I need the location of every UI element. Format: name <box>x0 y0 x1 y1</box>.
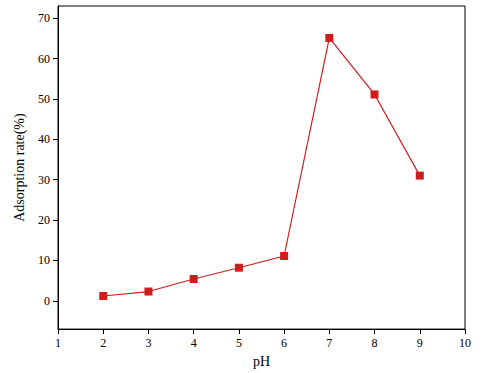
svg-text:10: 10 <box>459 336 471 350</box>
svg-text:70: 70 <box>38 11 50 25</box>
svg-text:Adsorption rate(%): Adsorption rate(%) <box>12 113 28 222</box>
svg-text:10: 10 <box>38 253 50 267</box>
svg-text:20: 20 <box>38 213 50 227</box>
svg-text:3: 3 <box>145 336 151 350</box>
svg-text:6: 6 <box>281 336 287 350</box>
svg-text:50: 50 <box>38 92 50 106</box>
svg-text:40: 40 <box>38 132 50 146</box>
svg-text:9: 9 <box>417 336 423 350</box>
svg-text:0: 0 <box>44 294 50 308</box>
svg-text:4: 4 <box>191 336 197 350</box>
svg-text:1: 1 <box>55 336 61 350</box>
svg-text:2: 2 <box>100 336 106 350</box>
svg-text:30: 30 <box>38 173 50 187</box>
svg-text:pH: pH <box>253 354 270 369</box>
svg-text:5: 5 <box>236 336 242 350</box>
svg-text:8: 8 <box>372 336 378 350</box>
svg-text:7: 7 <box>326 336 332 350</box>
svg-text:60: 60 <box>38 52 50 66</box>
